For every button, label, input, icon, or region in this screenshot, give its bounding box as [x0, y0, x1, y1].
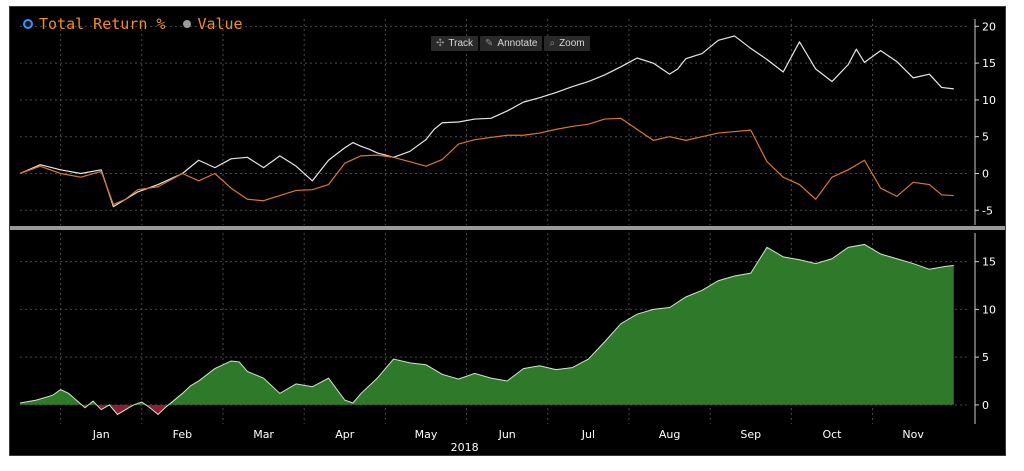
zoom-label: Zoom	[559, 38, 585, 49]
bottom-y-tick-label: 15	[982, 256, 996, 269]
area-positive-fill	[20, 244, 954, 405]
top-y-tick-label: 20	[982, 20, 996, 33]
legend-item-value[interactable]: Value	[183, 15, 243, 33]
top-y-tick-label: 10	[982, 94, 996, 107]
annotate-button[interactable]: ✎ Annotate	[480, 36, 543, 51]
top-y-tick-label: 0	[982, 168, 989, 181]
x-month-label: Jan	[92, 428, 110, 441]
bottom-y-tick-label: 0	[982, 399, 989, 412]
legend-label-value: Value	[197, 15, 243, 33]
track-label: Track	[448, 38, 474, 49]
area-edge-line	[19, 243, 954, 416]
zoom-button[interactable]: ⌕ Zoom	[544, 36, 590, 51]
legend-item-total-return[interactable]: Total Return %	[23, 15, 165, 33]
x-month-label: Sep	[740, 428, 761, 441]
top-y-tick-label: 15	[982, 57, 996, 70]
x-month-label: Feb	[173, 428, 192, 441]
area-negative-fill	[20, 404, 954, 415]
annotate-label: Annotate	[497, 38, 538, 49]
magnifier-icon: ⌕	[549, 38, 556, 49]
crosshair-icon: ✣	[436, 38, 445, 49]
panel-divider	[10, 226, 1005, 230]
legend-label-total-return: Total Return %	[39, 15, 166, 33]
x-month-label: Mar	[253, 428, 274, 441]
top-y-tick-label: 5	[982, 131, 989, 144]
bottom-y-tick-label: 5	[982, 351, 989, 364]
x-month-label: Oct	[822, 428, 842, 441]
x-month-label: May	[415, 428, 438, 441]
chart-toolbar: ✣ Track ✎ Annotate ⌕ Zoom	[431, 36, 590, 51]
x-month-label: Nov	[902, 428, 924, 441]
x-month-label: Jun	[498, 428, 516, 441]
bottom-y-tick-label: 10	[982, 303, 996, 316]
chart-svg: 20 15 10 5 0 -5 15 10 5 0 Jan Feb Mar Apr May Jun Jul Aug…	[10, 19, 1005, 454]
x-month-label: Aug	[659, 428, 680, 441]
legend: Total Return % Value	[23, 15, 243, 33]
pencil-icon: ✎	[485, 38, 494, 49]
x-year-label: 2018	[451, 441, 479, 454]
x-month-label: Apr	[335, 428, 355, 441]
track-button[interactable]: ✣ Track	[431, 36, 479, 51]
radio-selected-icon	[23, 19, 33, 29]
x-month-label: Jul	[581, 428, 595, 441]
chart-panel: Total Return % Value ✣ Track ✎ Annotate …	[9, 6, 1006, 456]
value-series-line	[19, 35, 954, 208]
top-y-tick-label: -5	[982, 204, 993, 217]
gray-dot-icon	[183, 20, 192, 28]
total-return-series-line	[19, 117, 954, 205]
